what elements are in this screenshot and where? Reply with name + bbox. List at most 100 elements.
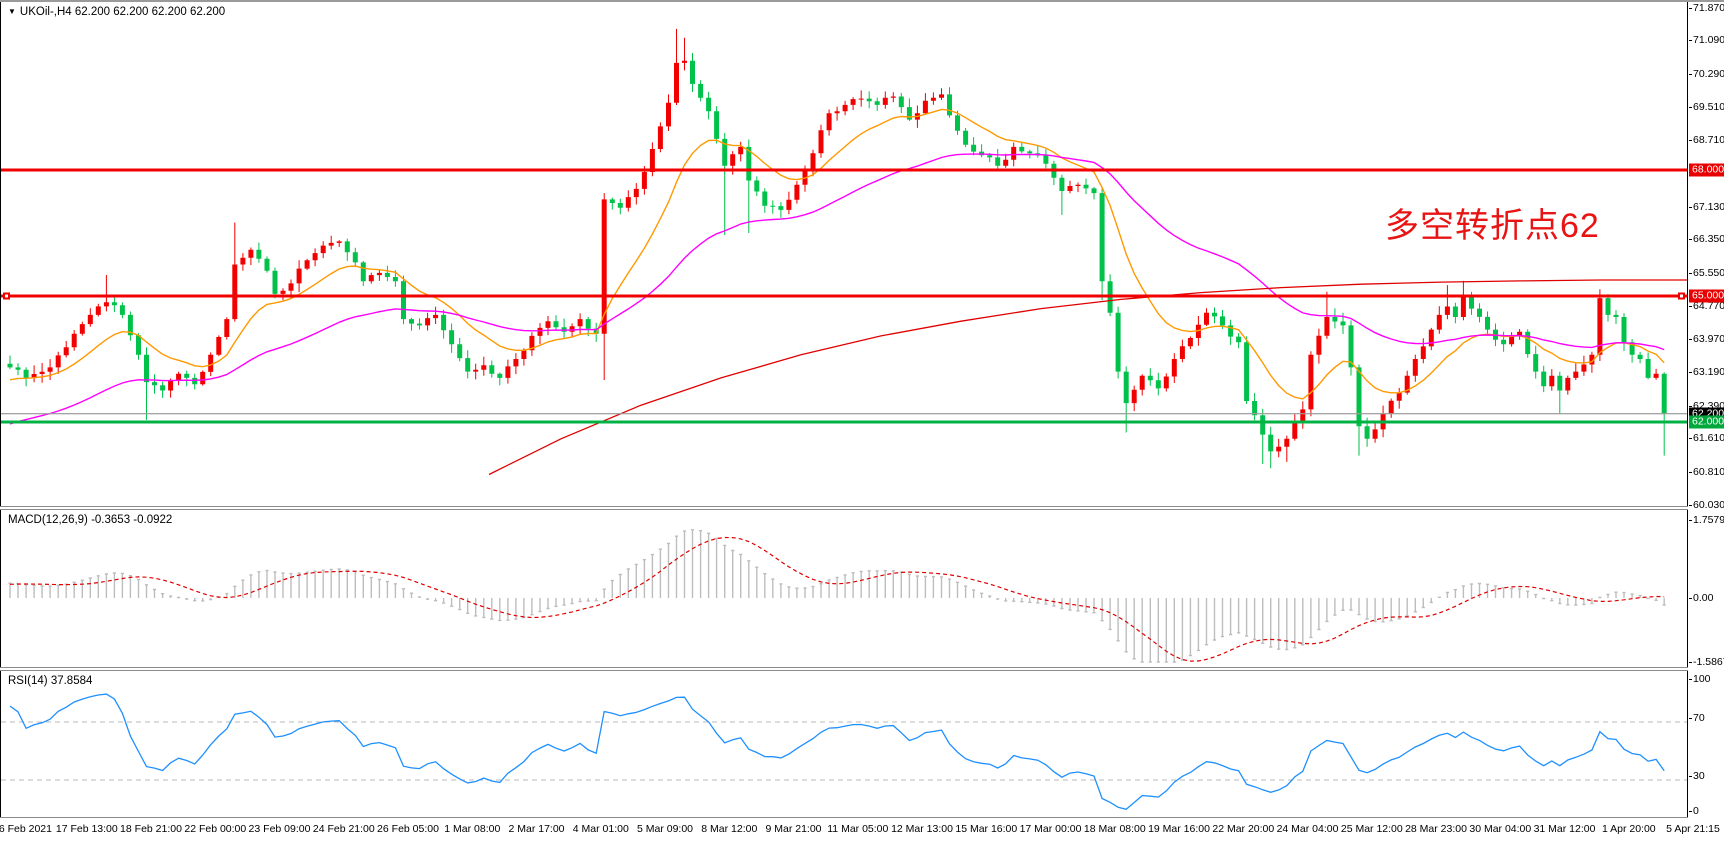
time-axis-label: 19 Mar 16:00 <box>1148 823 1210 835</box>
price-axis-label: 60.810 <box>1693 466 1724 478</box>
price-axis-tick <box>1689 239 1692 241</box>
support-line-62[interactable] <box>1 420 1687 424</box>
time-axis-label: 15 Mar 16:00 <box>955 823 1018 835</box>
price-axis-label: 71.870 <box>1693 1 1724 14</box>
time-axis-label: 18 Mar 08:00 <box>1083 823 1146 835</box>
price-axis-tick <box>1689 472 1692 473</box>
rsi-axis-tick <box>1689 776 1692 777</box>
macd-title: MACD(12,26,9) -0.3653 -0.0922 <box>8 514 173 526</box>
candlestick-chart[interactable] <box>1 2 1687 506</box>
price-axis-label: 65.550 <box>1693 266 1724 279</box>
symbol-ohlc-text: UKOil-,H4 62.200 62.200 62.200 62.200 <box>19 6 226 18</box>
hline-handle-dot <box>1680 294 1683 298</box>
price-axis-label: 66.350 <box>1693 233 1724 246</box>
time-axis-label: 4 Mar 01:00 <box>572 823 629 835</box>
macd-histogram <box>8 529 1666 663</box>
time-axis-label: 18 Feb 21:00 <box>120 823 182 835</box>
price-axis-tick <box>1689 7 1692 9</box>
time-axis-label: 16 Feb 2021 <box>0 823 52 835</box>
price-axis-tick <box>1689 305 1692 307</box>
time-axis-label: 2 Mar 17:00 <box>508 823 565 835</box>
time-axis-label: 9 Mar 21:00 <box>765 823 822 835</box>
rsi-indicator-panel[interactable]: RSI(14) 37.8584 <box>0 671 1688 817</box>
macd-axis-tick <box>1689 598 1692 599</box>
price-axis-label: 67.130 <box>1693 200 1724 213</box>
price-axis-label: 71.090 <box>1693 34 1724 47</box>
macd-axis-tick <box>1689 520 1692 521</box>
time-axis-label: 22 Feb 00:00 <box>184 823 247 835</box>
main-chart-panel[interactable]: ▼ UKOil-,H4 62.200 62.200 62.200 62.200 多… <box>0 2 1688 506</box>
macd-signal-line <box>9 536 1665 662</box>
price-axis[interactable]: 71.87071.09070.29069.51068.71067.93067.1… <box>1689 2 1724 817</box>
time-axis-label: 23 Feb 09:00 <box>248 823 311 835</box>
price-axis-tick <box>1689 438 1692 440</box>
price-axis-tick <box>1689 73 1692 75</box>
chart-symbol-label[interactable]: ▼ UKOil-,H4 62.200 62.200 62.200 62.200 <box>8 6 225 18</box>
rsi-axis-label: 70 <box>1693 712 1705 724</box>
annotation-text: 多空转折点62 <box>1385 207 1600 245</box>
time-axis-label: 17 Mar 00:00 <box>1019 823 1082 835</box>
time-axis-label: 1 Apr 20:00 <box>1601 823 1656 835</box>
macd-axis-label: -1.5867 <box>1693 656 1724 668</box>
rsi-axis-label: 0 <box>1693 805 1699 817</box>
price-axis-tick <box>1689 339 1692 341</box>
hline-handle-dot <box>5 294 8 298</box>
price-axis-tick <box>1689 206 1692 208</box>
price-axis-tick <box>1689 140 1692 142</box>
price-axis-label: 63.970 <box>1693 333 1724 346</box>
price-axis-tick <box>1689 504 1692 506</box>
price-axis-tick <box>1689 405 1692 407</box>
time-axis-label: 1 Mar 08:00 <box>444 823 501 835</box>
price-axis-tick <box>1689 106 1692 108</box>
panel-separator[interactable] <box>0 667 1688 671</box>
time-axis-label: 24 Mar 04:00 <box>1276 823 1339 835</box>
price-axis-label: 69.510 <box>1693 100 1724 113</box>
ma-fast-orange-line <box>9 108 1665 400</box>
time-axis-label: 30 Mar 04:00 <box>1469 823 1532 835</box>
bid-price-line <box>1 413 1687 415</box>
macd-indicator-panel[interactable]: MACD(12,26,9) -0.3653 -0.0922 <box>0 510 1688 667</box>
price-axis-label: 64.770 <box>1693 299 1724 312</box>
time-axis-label: 25 Mar 12:00 <box>1340 823 1403 835</box>
resistance-68-tag: 68.000 <box>1689 163 1724 177</box>
time-axis-label: 8 Mar 12:00 <box>701 823 758 835</box>
bull-candle-bodies <box>31 60 1659 452</box>
time-axis-label: 28 Mar 23:00 <box>1405 823 1467 835</box>
price-axis-label: 60.030 <box>1693 498 1724 511</box>
ma-slow-red-line <box>488 279 1687 476</box>
rsi-chart[interactable] <box>1 671 1687 817</box>
price-axis-label: 63.190 <box>1693 366 1724 378</box>
price-axis-tick <box>1689 272 1692 274</box>
time-axis-label: 5 Mar 09:00 <box>636 823 694 835</box>
time-axis-label: 5 Apr 21:15 <box>1666 823 1720 835</box>
time-axis-label: 31 Mar 12:00 <box>1533 823 1596 835</box>
rsi-axis-tick <box>1689 718 1692 719</box>
time-axis-label: 11 Mar 05:00 <box>827 823 889 835</box>
panel-separator[interactable] <box>0 506 1688 510</box>
time-axis-label: 26 Feb 05:00 <box>377 823 439 835</box>
resistance-line-68[interactable] <box>1 168 1687 172</box>
macd-axis-tick <box>1689 662 1692 663</box>
symbol-dropdown-icon[interactable]: ▼ <box>8 7 16 16</box>
time-axis-label: 12 Mar 13:00 <box>891 823 953 835</box>
rsi-axis-label: 30 <box>1693 770 1705 782</box>
rsi-axis-tick <box>1689 811 1692 812</box>
price-axis-tick <box>1689 40 1692 42</box>
price-axis-label: 70.290 <box>1693 67 1724 80</box>
resistance-line-65[interactable] <box>1 294 1687 298</box>
rsi-axis-label: 100 <box>1693 673 1711 685</box>
ma-mid-magenta-line <box>9 153 1665 425</box>
rsi-line <box>9 693 1665 811</box>
macd-axis-label: 0.00 <box>1693 592 1714 604</box>
resistance-65-tag: 65.000 <box>1689 289 1724 303</box>
macd-chart[interactable] <box>1 510 1687 667</box>
price-axis-label: 61.610 <box>1693 432 1724 445</box>
macd-axis-label: 1.7579 <box>1693 514 1724 526</box>
time-axis-label: 22 Mar 20:00 <box>1212 823 1275 835</box>
rsi-title: RSI(14) 37.8584 <box>8 675 93 687</box>
support-62-tag: 62.000 <box>1689 415 1724 429</box>
rsi-axis-tick <box>1689 679 1692 680</box>
price-axis-tick <box>1689 372 1692 373</box>
